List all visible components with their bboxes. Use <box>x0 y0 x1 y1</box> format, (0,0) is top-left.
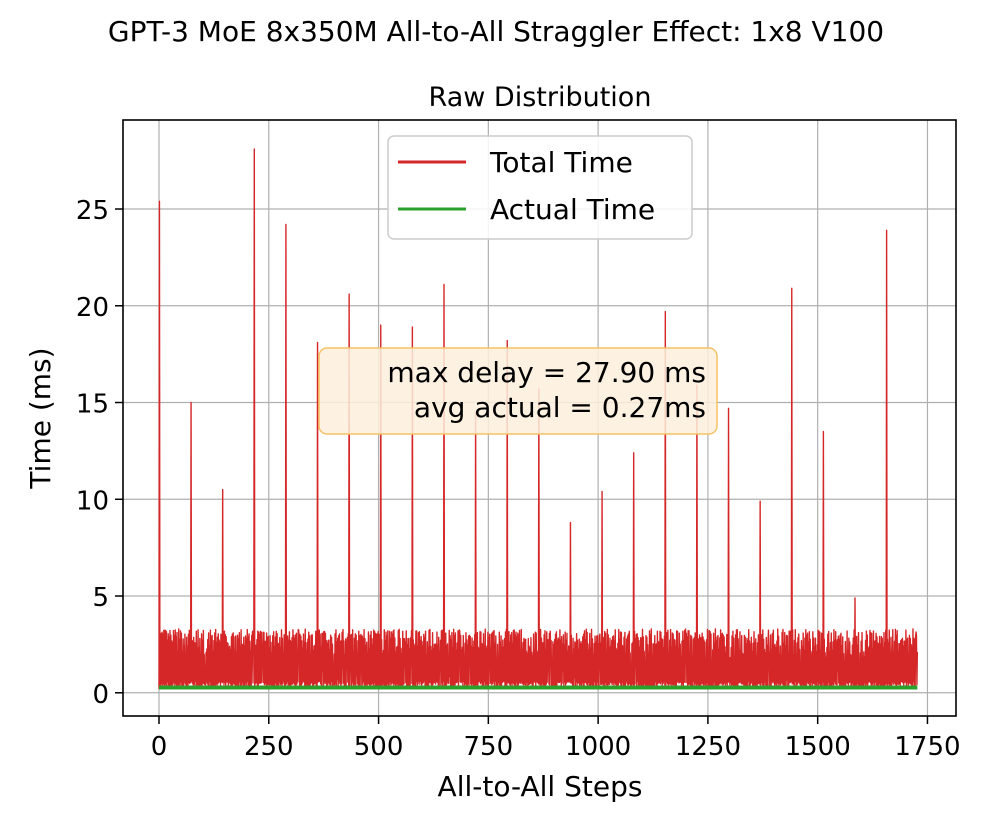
y-tick-label: 5 <box>92 583 109 613</box>
legend-label-total-time: Total Time <box>489 146 633 179</box>
legend: Total Time Actual Time <box>387 135 693 240</box>
x-tick-label: 1750 <box>894 732 960 762</box>
legend-label-actual-time: Actual Time <box>490 193 655 226</box>
annotation-avg-actual: avg actual = 0.27ms <box>414 391 706 424</box>
chart-title: Raw Distribution <box>429 82 652 113</box>
series-total-time-line <box>158 148 919 690</box>
x-tick-label: 0 <box>151 732 168 762</box>
x-tick-label: 250 <box>244 732 294 762</box>
annotation-box: max delay = 27.90 ms avg actual = 0.27ms <box>318 347 718 435</box>
y-tick-label: 10 <box>76 486 109 516</box>
plot-data <box>158 148 919 690</box>
x-axis-label: All-to-All Steps <box>438 770 643 803</box>
axis-ticks: 0 250 500 750 1000 1250 1500 1750 0 5 10 15 20 25 <box>76 196 961 762</box>
chart-suptitle: GPT-3 MoE 8x350M All-to-All Straggler Ef… <box>108 15 884 48</box>
y-axis-label: Time (ms) <box>24 347 57 489</box>
y-tick-label: 20 <box>76 293 109 323</box>
x-tick-label: 750 <box>464 732 514 762</box>
plot-frame <box>122 119 957 717</box>
x-tick-label: 500 <box>354 732 404 762</box>
x-tick-label: 1250 <box>675 732 741 762</box>
x-tick-label: 1500 <box>785 732 851 762</box>
y-tick-label: 15 <box>76 390 109 420</box>
y-tick-label: 25 <box>76 196 109 226</box>
annotation-max-delay: max delay = 27.90 ms <box>387 356 706 389</box>
annotation-background <box>318 347 718 435</box>
x-tick-label: 1000 <box>565 732 631 762</box>
y-tick-label: 0 <box>92 680 109 710</box>
